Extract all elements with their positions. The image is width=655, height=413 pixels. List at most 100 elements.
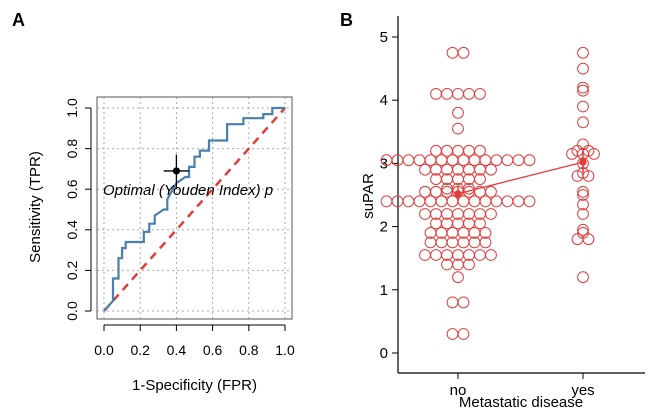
optimal-point [172, 167, 180, 175]
data-point [402, 154, 415, 167]
x-axis-title: 1-Specificity (FPR) [132, 377, 257, 394]
data-point [457, 328, 470, 340]
data-point [577, 116, 589, 129]
data-point [446, 154, 459, 167]
data-point [457, 195, 470, 208]
data-point [413, 195, 426, 208]
data-point [441, 88, 453, 100]
data-point [479, 236, 492, 249]
plot-frame [96, 96, 293, 320]
data-point [479, 154, 492, 167]
data-point [452, 88, 464, 100]
x-axis-title: Metastatic disease [459, 394, 583, 411]
data-point [577, 62, 589, 75]
data-point [430, 88, 442, 100]
data-point [419, 208, 431, 220]
data-point [571, 233, 584, 246]
data-point [577, 223, 589, 236]
mean-connector [457, 161, 584, 195]
data-point [485, 163, 497, 176]
data-point [490, 195, 503, 208]
y-tick-label: 1 [380, 282, 388, 299]
data-point [435, 154, 448, 167]
data-point [474, 217, 486, 230]
data-point [457, 296, 470, 309]
data-point [468, 195, 481, 208]
data-point [446, 46, 459, 59]
panel-a-label: A [12, 10, 25, 30]
data-point [485, 185, 497, 198]
y-tick-label: 0 [380, 345, 388, 362]
data-point [577, 84, 589, 97]
data-point [452, 271, 464, 284]
data-point [424, 195, 437, 208]
data-point [430, 249, 442, 261]
data-point [419, 249, 431, 261]
panel-b-label: B [340, 10, 353, 30]
roc-chart: 0.0 0.2 0.4 0.6 0.8 1.0 0.0 0.2 0.4 0.6 0.8 1.0 1-Sp… [27, 96, 295, 394]
mean-point [579, 158, 587, 166]
x-tick-label: 0.4 [167, 342, 187, 358]
y-tick-label: 5 [380, 29, 388, 46]
y-tick-label: 0.6 [64, 179, 80, 199]
data-point [446, 328, 459, 340]
data-point [490, 154, 503, 167]
data-point [501, 154, 514, 167]
x-tick-label: 0.2 [130, 342, 150, 358]
data-point [430, 185, 442, 198]
data-point [577, 46, 589, 59]
y-tick-label: 2 [380, 219, 388, 236]
y-tick-label: 0.4 [64, 220, 80, 240]
data-point [577, 185, 589, 198]
data-point [474, 249, 486, 261]
data-point [512, 154, 525, 167]
y-tick-label: 3 [380, 155, 388, 172]
data-point [457, 154, 470, 167]
data-point [441, 185, 453, 198]
y-tick-label: 0.2 [64, 260, 80, 280]
data-point [380, 195, 393, 208]
data-point [446, 195, 459, 208]
y-tick-label: 0.0 [64, 301, 80, 321]
data-point [577, 198, 589, 211]
data-point [474, 88, 486, 100]
data-point [501, 195, 514, 208]
mean-point [454, 190, 462, 198]
data-point [485, 208, 497, 220]
data-point [463, 258, 475, 271]
data-point [474, 144, 486, 157]
y-axis-title: suPAR [360, 173, 377, 219]
data-point [577, 271, 589, 284]
data-point [435, 195, 448, 208]
y-tick-label: 0.8 [64, 139, 80, 159]
data-point [419, 185, 431, 198]
data-point [463, 182, 475, 195]
data-point [457, 46, 470, 59]
data-point [485, 249, 497, 261]
data-point [413, 154, 426, 167]
data-point [452, 122, 464, 135]
data-point [402, 195, 415, 208]
y-tick-label: 1.0 [64, 98, 80, 118]
x-tick-label: no [450, 382, 467, 399]
data-point [446, 296, 459, 309]
data-point [512, 195, 525, 208]
roc-curve [103, 106, 285, 312]
x-tick-label: yes [571, 382, 594, 399]
data-point [523, 154, 536, 167]
optimal-annotation: Optimal (Youden Index) p [103, 182, 273, 199]
data-point [577, 189, 589, 201]
y-axis-title: Sensitivity (TPR) [27, 151, 44, 263]
y-tick-label: 4 [380, 92, 388, 109]
data-point [463, 88, 475, 100]
reference-diagonal [103, 107, 286, 312]
data-point [577, 81, 589, 94]
data-point [523, 195, 536, 208]
data-point [582, 170, 595, 182]
x-tick-label: 0.8 [239, 342, 259, 358]
data-point [577, 227, 589, 239]
data-point [452, 106, 464, 119]
data-point [468, 154, 481, 167]
